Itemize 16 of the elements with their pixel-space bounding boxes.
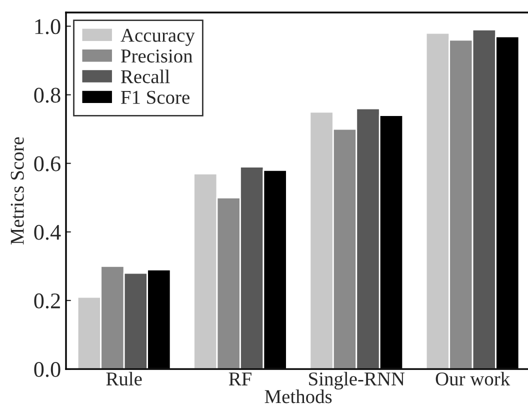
x-tick-label: RF xyxy=(228,372,252,386)
x-tick-label: Single-RNN xyxy=(309,372,405,390)
x-axis-title: Methods xyxy=(264,390,332,404)
x-tick-label: Rule xyxy=(106,372,142,386)
y-axis-title: Metrics Score xyxy=(10,137,24,244)
y-tick-label: 0.4 xyxy=(34,224,61,240)
y-tick-label: 0.6 xyxy=(34,156,60,172)
legend-label: Accuracy xyxy=(120,28,195,46)
y-tick-label: 0.8 xyxy=(34,88,60,103)
legend-label: F1 Score xyxy=(121,90,190,104)
legend-label: Recall xyxy=(121,70,170,84)
x-tick-label: Our work xyxy=(436,372,510,386)
legend-label: Precision xyxy=(121,50,193,63)
y-tick-label: 0.2 xyxy=(34,293,60,309)
y-tick-label: 1.0 xyxy=(35,19,60,34)
y-tick-label: 0.0 xyxy=(34,362,60,378)
